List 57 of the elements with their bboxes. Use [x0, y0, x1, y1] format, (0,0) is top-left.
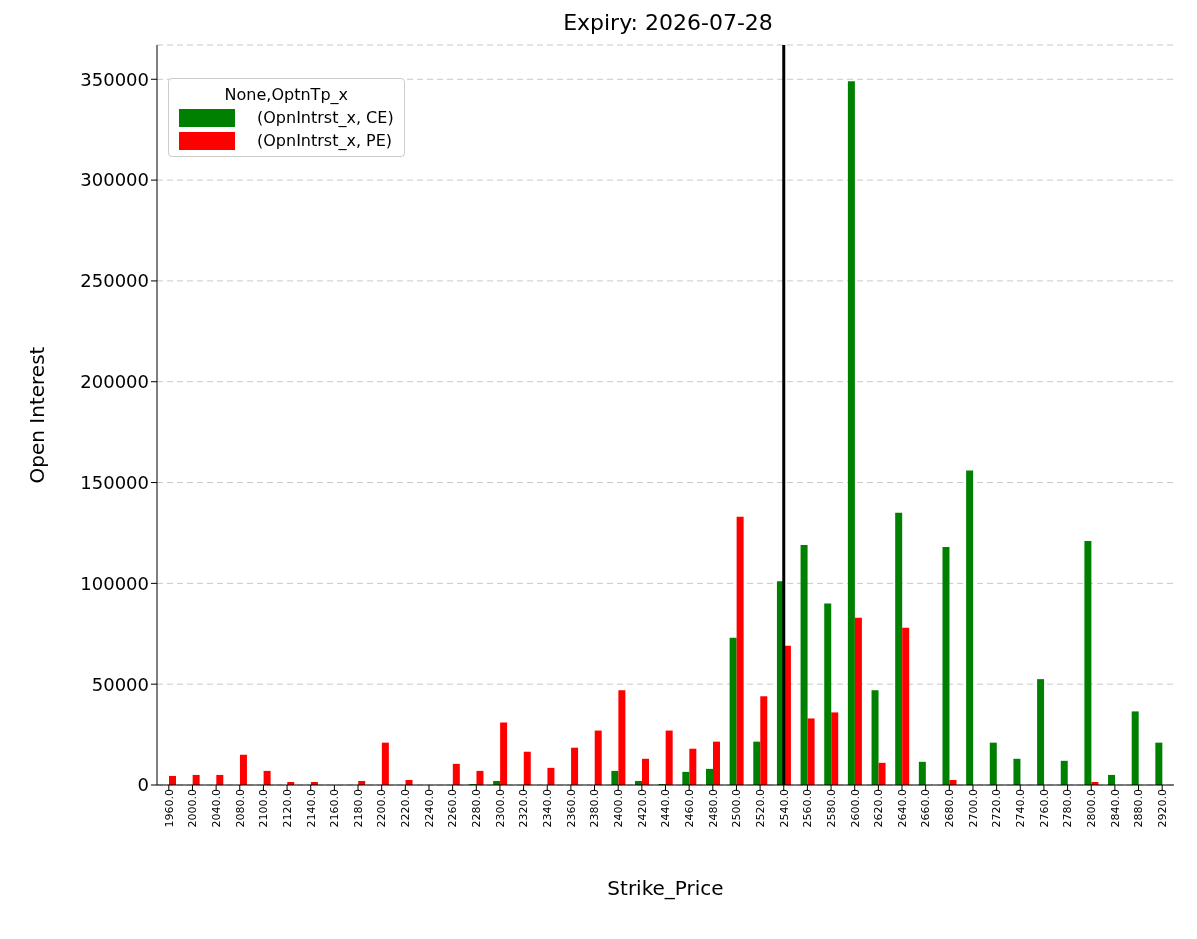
x-tick-label: 2880.0: [1132, 789, 1146, 828]
x-tick-label: 2400.0: [612, 789, 626, 828]
x-tick-label: 2700.0: [966, 789, 980, 828]
x-tick-label: 2620.0: [872, 789, 886, 828]
x-tick-label: 2120.0: [280, 789, 294, 828]
x-tick-label: 2040.0: [209, 789, 223, 828]
y-tick-label: 50000: [91, 673, 149, 695]
x-tick-label: 2100.0: [257, 789, 271, 828]
x-tick-label: 2360.0: [564, 789, 578, 828]
x-tick-label: 2140.0: [304, 789, 318, 828]
x-tick-label: 2380.0: [588, 789, 602, 828]
y-tick-label: 350000: [80, 68, 149, 90]
y-tick-label: 150000: [80, 471, 149, 493]
chart-title: Expiry: 2026-07-28: [562, 10, 774, 35]
x-tick-label: 2760.0: [1037, 789, 1051, 828]
legend-label: (OpnIntrst_x, CE): [257, 108, 394, 127]
x-tick-label: 2520.0: [753, 789, 767, 828]
x-tick-label: 2000.0: [186, 789, 200, 828]
x-tick-label: 2260.0: [446, 789, 460, 828]
x-tick-label: 2240.0: [422, 789, 436, 828]
x-tick-label: 2680.0: [943, 789, 957, 828]
x-tick-label: 2440.0: [659, 789, 673, 828]
x-tick-label: 2720.0: [990, 789, 1004, 828]
x-tick-label: 2600.0: [848, 789, 862, 828]
legend-label: (OpnIntrst_x, PE): [257, 131, 393, 150]
x-tick-label: 2660.0: [919, 789, 933, 828]
x-tick-label: 2320.0: [517, 789, 531, 828]
x-tick-label: 2300.0: [493, 789, 507, 828]
x-tick-label: 2200.0: [375, 789, 389, 828]
x-tick-label: 2080.0: [233, 789, 247, 828]
x-axis-title: Strike_Price: [607, 876, 724, 900]
x-tick-label: 2280.0: [470, 789, 484, 828]
y-tick-label: 200000: [80, 371, 149, 393]
x-tick-label: 2540.0: [777, 789, 791, 828]
x-tick-label: 2220.0: [399, 789, 413, 828]
x-tick-label: 2780.0: [1061, 789, 1075, 828]
y-tick-label: 0: [137, 774, 149, 796]
x-tick-label: 2420.0: [635, 789, 649, 828]
x-tick-label: 2800.0: [1085, 789, 1099, 828]
x-tick-label: 2560.0: [801, 789, 815, 828]
x-tick-label: 2180.0: [351, 789, 365, 828]
y-tick-label: 300000: [80, 169, 149, 191]
x-tick-label: 2920.0: [1155, 789, 1169, 828]
x-tick-label: 2740.0: [1014, 789, 1028, 828]
x-tick-label: 2160.0: [328, 789, 342, 828]
x-tick-label: 2580.0: [824, 789, 838, 828]
x-tick-label: 2640.0: [895, 789, 909, 828]
y-axis-title: Open Interest: [25, 346, 50, 484]
y-tick-label: 250000: [80, 270, 149, 292]
x-tick-label: 2480.0: [706, 789, 720, 828]
x-tick-label: 2840.0: [1108, 789, 1122, 828]
x-tick-label: 1960.0: [162, 789, 176, 828]
y-tick-label: 100000: [80, 572, 149, 594]
x-tick-label: 2460.0: [682, 789, 696, 828]
x-tick-label: 2340.0: [541, 789, 555, 828]
legend-title: None,OptnTp_x: [223, 85, 349, 104]
x-tick-label: 2500.0: [730, 789, 744, 828]
